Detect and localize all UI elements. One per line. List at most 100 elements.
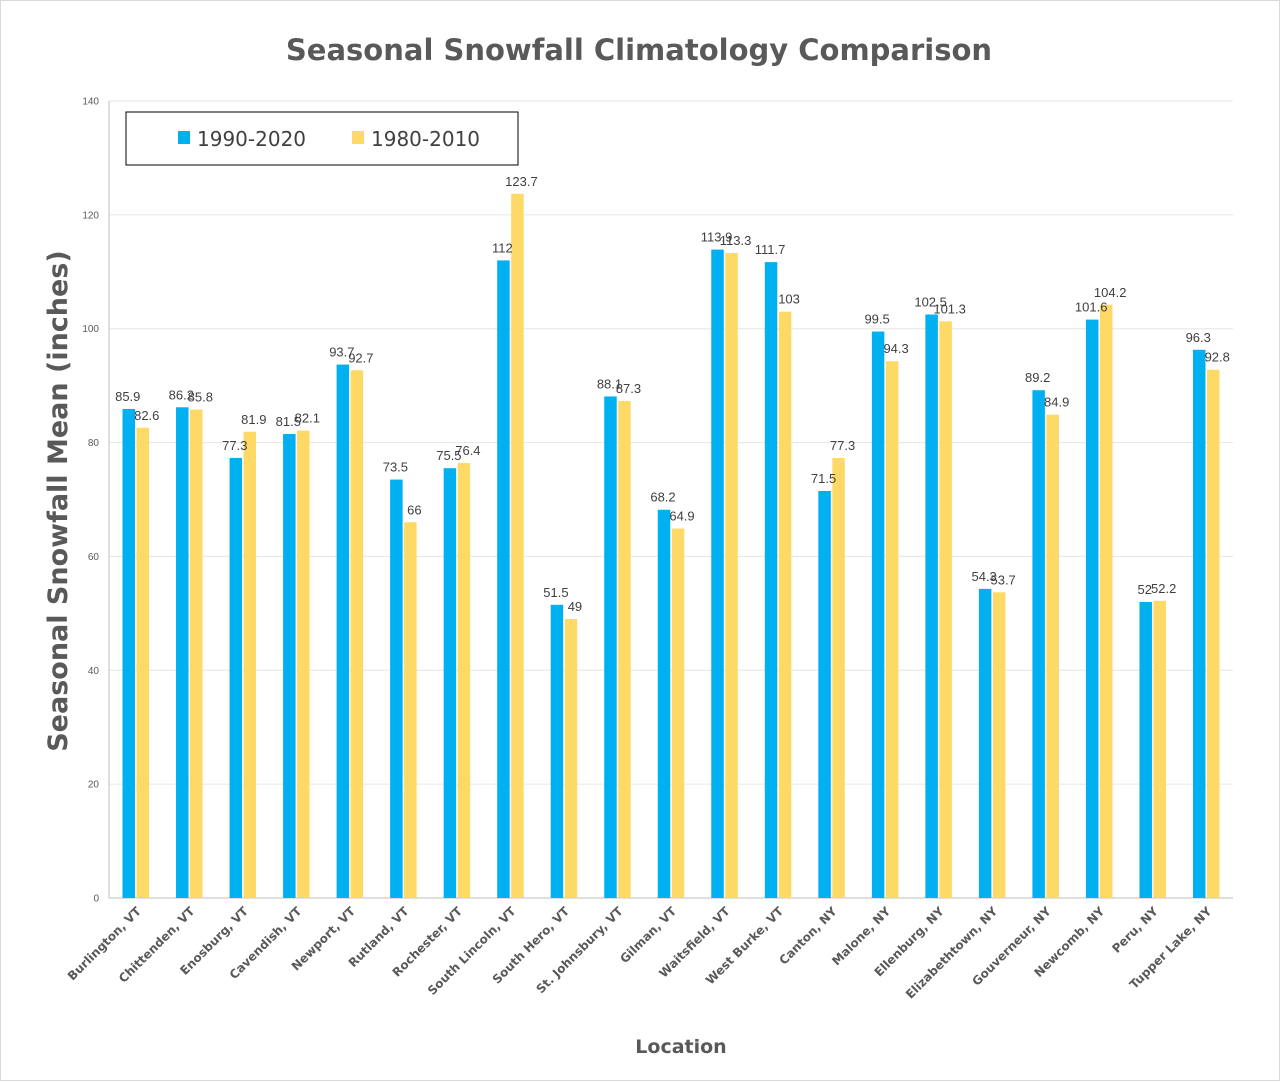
data-label-1980-2010: 85.8: [188, 390, 213, 405]
legend-label-1990-2020: 1990-2020: [197, 127, 306, 151]
bar-1990-2020: [176, 407, 189, 898]
bar-1990-2020: [550, 604, 564, 898]
bar-1990-2020: [818, 490, 831, 898]
bar-1980-2010: [992, 592, 1006, 898]
data-label-1990-2020: 99.5: [864, 312, 889, 327]
legend-swatch-1990-2020: [178, 131, 190, 144]
data-label-1990-2020: 51.5: [543, 585, 568, 600]
bars: [122, 193, 1220, 899]
data-label-1990-2020: 86.2: [169, 387, 194, 402]
data-label-1980-2010: 64.9: [669, 509, 694, 524]
bar-1990-2020: [978, 588, 992, 898]
data-label-1990-2020: 112: [492, 240, 513, 255]
y-tick-label: 120: [82, 210, 99, 221]
bar-1990-2020: [871, 331, 885, 899]
legend: 1990-2020 1980-2010: [125, 111, 519, 166]
x-tick-label: Elizabethtown, NY: [903, 904, 1001, 1002]
bar-1980-2010: [1046, 414, 1059, 898]
bar-1990-2020: [925, 314, 938, 898]
data-label-1990-2020: 75.5: [436, 448, 461, 463]
data-label-1990-2020: 111.7: [755, 242, 786, 257]
y-axis-title: Seasonal Snowfall Mean (inches): [43, 250, 74, 752]
data-label-1980-2010: 49: [568, 599, 582, 614]
data-label-1990-2020: 71.5: [811, 471, 836, 486]
bar-1990-2020: [1139, 601, 1152, 898]
y-tick-label: 20: [88, 780, 100, 791]
bar-1980-2010: [297, 430, 310, 898]
y-tick-label: 60: [88, 552, 100, 563]
bar-1980-2010: [457, 463, 471, 898]
data-label-1980-2010: 52.2: [1151, 581, 1176, 596]
data-label-1980-2010: 84.9: [1044, 395, 1069, 410]
bar-1980-2010: [778, 311, 792, 898]
data-label-1980-2010: 123.7: [505, 174, 538, 189]
data-label-1990-2020: 68.2: [650, 490, 675, 505]
bar-1990-2020: [122, 408, 136, 898]
data-label-1990-2020: 73.5: [383, 460, 408, 475]
bar-1990-2020: [711, 249, 724, 899]
data-labels: 85.9 82.6 86.285.8 77.3 81.9 81.582.1 93.792.7…: [115, 174, 1230, 614]
data-label-1990-2020: 85.9: [115, 389, 140, 404]
bar-1990-2020: [657, 509, 671, 898]
data-label-1980-2010: 87.3: [616, 381, 641, 396]
y-tick-label: 0: [93, 894, 99, 905]
bar-1980-2010: [1206, 369, 1220, 898]
legend-label-1980-2010: 1980-2010: [371, 127, 480, 151]
bar-1990-2020: [283, 434, 296, 898]
bar-1990-2020: [764, 262, 778, 898]
chart-title: Seasonal Snowfall Climatology Comparison: [286, 33, 992, 67]
bar-1990-2020: [1032, 390, 1045, 898]
bar-1980-2010: [190, 409, 203, 898]
data-label-1990-2020: 77.3: [222, 438, 247, 453]
data-label-1980-2010: 76.4: [455, 443, 480, 458]
bar-1990-2020: [229, 457, 243, 898]
bar-1980-2010: [350, 370, 364, 898]
data-label-1980-2010: 92.8: [1205, 350, 1230, 365]
bar-1980-2010: [725, 252, 738, 899]
y-axis-ticks: 0 20 40 60 80 100 120 140: [82, 97, 99, 905]
y-tick-label: 140: [82, 97, 99, 108]
data-label-1990-2020: 102.5: [914, 294, 947, 309]
bar-1980-2010: [832, 457, 845, 898]
x-tick-label: St. Johnsbury, VT: [534, 904, 627, 997]
data-label-1990-2020: 96.3: [1186, 330, 1211, 345]
bar-1990-2020: [390, 479, 403, 898]
bar-1980-2010: [1153, 600, 1166, 898]
bar-1990-2020: [443, 468, 457, 898]
data-label-1990-2020: 101.6: [1075, 300, 1108, 315]
data-label-1980-2010: 103: [778, 292, 800, 307]
data-label-1980-2010: 82.6: [134, 408, 159, 423]
legend-swatch-1980-2010: [352, 131, 364, 144]
bar-1980-2010: [511, 193, 524, 898]
bar-1980-2010: [136, 427, 150, 898]
x-tick-label: South Lincoln, VT: [425, 904, 519, 998]
bar-1980-2010: [1099, 304, 1113, 898]
bar-1980-2010: [885, 361, 899, 898]
data-label-1980-2010: 77.3: [830, 438, 855, 453]
gridlines: [109, 100, 1233, 785]
data-label-1990-2020: 81.5: [276, 414, 301, 429]
bar-1980-2010: [939, 321, 952, 898]
data-label-1990-2020: 54.3: [971, 569, 996, 584]
bar-1990-2020: [1192, 349, 1206, 899]
data-label-1980-2010: 81.9: [241, 412, 266, 427]
data-label-1990-2020: 52: [1137, 582, 1151, 597]
y-tick-label: 40: [88, 666, 100, 677]
data-label-1980-2010: 53.7: [990, 572, 1015, 587]
data-label-1980-2010: 82.1: [295, 411, 320, 426]
x-axis-title: Location: [635, 1036, 726, 1058]
bar-1990-2020: [1085, 319, 1099, 898]
bar-1990-2020: [336, 364, 350, 898]
bar-1980-2010: [404, 522, 417, 898]
data-label-1980-2010: 101.3: [933, 301, 966, 316]
bar-1990-2020: [497, 260, 510, 898]
bar-1980-2010: [564, 619, 578, 898]
data-label-1980-2010: 94.3: [883, 341, 908, 356]
data-label-1990-2020: 88.1: [597, 376, 622, 391]
data-label-1980-2010: 92.7: [348, 350, 373, 365]
y-tick-label: 100: [82, 324, 99, 335]
legend-box: [125, 111, 519, 166]
